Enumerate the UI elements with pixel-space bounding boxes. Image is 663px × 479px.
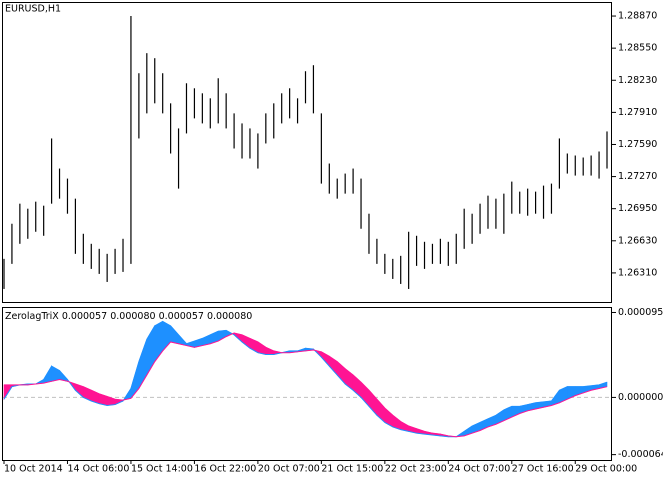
y-tick-label: -0.000064 xyxy=(618,449,663,460)
y-tick-label: 0.000000 xyxy=(618,392,663,403)
indicator-header-part: 0.000057 xyxy=(159,311,204,322)
indicator-header-part: 0.000080 xyxy=(110,311,155,322)
y-tick-label: 1.26630 xyxy=(618,235,657,246)
x-tick-label: 27 Oct 16:00 xyxy=(512,464,574,475)
y-tick-label: 0.000095 xyxy=(618,307,663,318)
y-tick-label: 1.26310 xyxy=(618,267,657,278)
fill-band xyxy=(217,330,227,342)
symbol-label: EURUSD,H1 xyxy=(5,4,61,15)
indicator-panel xyxy=(2,307,612,461)
y-tick-label: 1.28550 xyxy=(618,43,657,54)
y-tick-label: 1.28230 xyxy=(618,75,657,86)
x-tick-label: 10 Oct 2014 xyxy=(4,464,63,475)
fill-band xyxy=(559,386,568,404)
indicator-header: ZerolagTriX 0.000057 0.000080 0.000057 0… xyxy=(5,311,252,322)
indicator-line xyxy=(4,332,608,438)
x-tick-label: 21 Oct 15:00 xyxy=(321,464,383,475)
x-tick-label: 20 Oct 07:00 xyxy=(258,464,320,475)
x-tick-label: 14 Oct 06:00 xyxy=(67,464,129,475)
x-tick-label: 24 Oct 07:00 xyxy=(448,464,510,475)
y-tick-label: 1.28870 xyxy=(618,11,657,22)
x-tick-label: 22 Oct 23:00 xyxy=(385,464,447,475)
y-tick-label: 1.26950 xyxy=(618,203,657,214)
y-tick-label: 1.27270 xyxy=(618,171,657,182)
x-tick-label: 16 Oct 22:00 xyxy=(194,464,256,475)
indicator-header-part: ZerolagTriX xyxy=(5,311,59,322)
price-panel xyxy=(2,2,612,303)
x-tick-label: 29 Oct 00:00 xyxy=(575,464,637,475)
indicator-line xyxy=(3,320,608,438)
fill-band xyxy=(170,325,179,345)
indicator-header-part: 0.000080 xyxy=(207,311,252,322)
indicator-header-part: 0.000057 xyxy=(62,311,107,322)
y-tick-label: 1.27910 xyxy=(618,107,657,118)
x-tick-label: 15 Oct 14:00 xyxy=(131,464,193,475)
fill-band xyxy=(384,407,394,428)
y-tick-label: 1.27590 xyxy=(618,139,657,150)
